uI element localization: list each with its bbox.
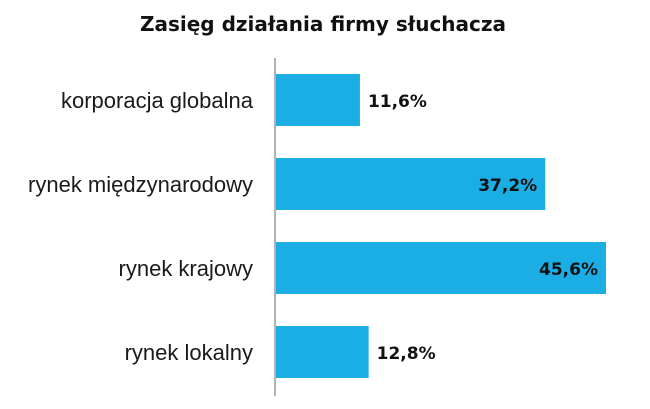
- category-label-1: rynek międzynarodowy: [28, 172, 253, 197]
- value-label-3: 12,8%: [377, 344, 436, 364]
- bar-1: [276, 158, 546, 210]
- bars-group: korporacja globalna 11,6% rynek międzynaro…: [28, 74, 606, 378]
- bar-0: [276, 74, 360, 126]
- category-label-2: rynek krajowy: [119, 256, 253, 281]
- value-label-0: 11,6%: [368, 92, 427, 112]
- value-label-2: 45,6%: [539, 260, 598, 280]
- bar-3: [276, 326, 369, 378]
- category-label-0: korporacja globalna: [61, 88, 254, 113]
- chart-title: Zasięg działania firmy słuchacza: [140, 12, 506, 36]
- value-label-1: 37,2%: [478, 176, 537, 196]
- bar-2: [276, 242, 606, 294]
- category-label-3: rynek lokalny: [125, 340, 253, 365]
